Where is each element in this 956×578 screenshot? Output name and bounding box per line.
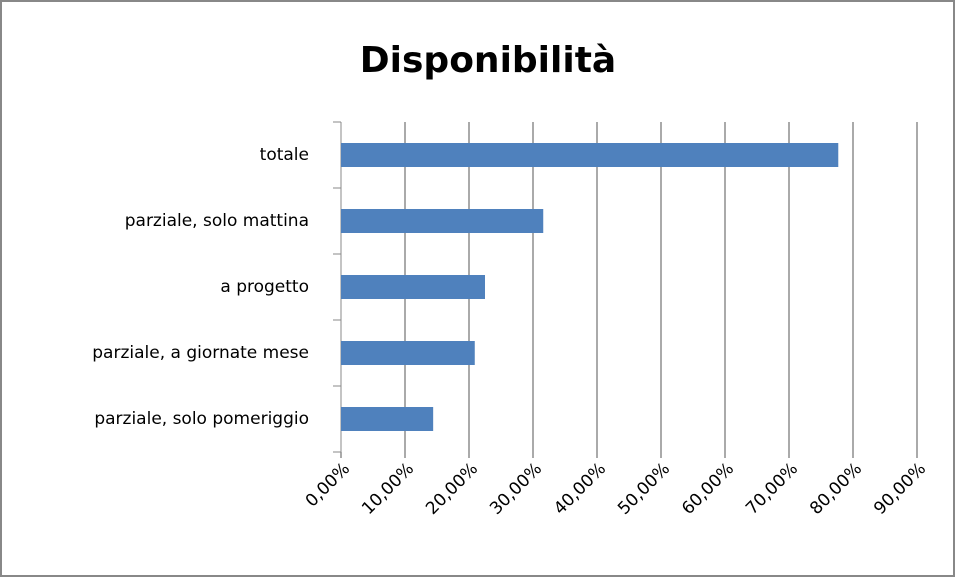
bar — [341, 143, 839, 167]
y-tick-label: totale — [260, 145, 309, 165]
bar — [341, 209, 544, 233]
chart-title: Disponibilità — [360, 40, 616, 81]
y-tick-label: parziale, solo pomeriggio — [94, 409, 309, 429]
bar — [341, 341, 475, 365]
y-tick-label: a progetto — [220, 277, 309, 297]
bar — [341, 407, 434, 431]
y-tick-label: parziale, a giornate mese — [92, 343, 309, 363]
y-tick-label: parziale, solo mattina — [125, 211, 309, 231]
bar — [341, 275, 485, 299]
